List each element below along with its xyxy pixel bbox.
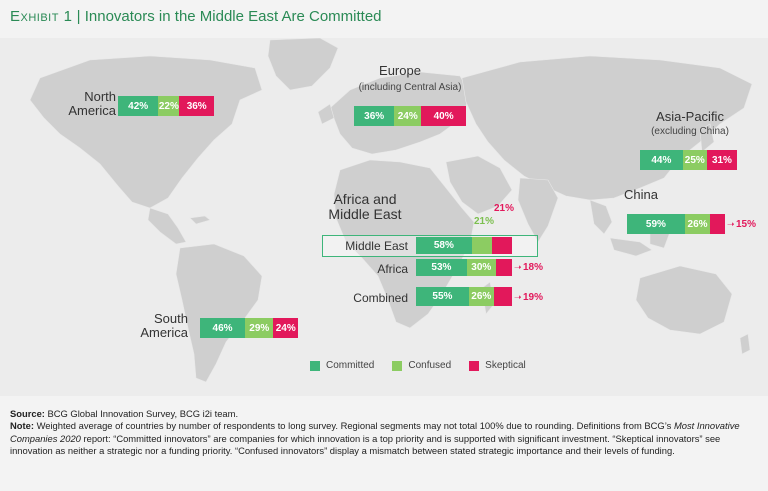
legend-committed-swatch <box>310 360 320 371</box>
china-confused: 26% <box>684 214 711 234</box>
china-skeptical <box>710 214 725 234</box>
definitions-post: report: “Committed innovators” are compa… <box>10 432 721 457</box>
middle-east-skeptical <box>491 237 512 254</box>
africa-confused: 30% <box>466 259 496 276</box>
south-america-label-line2: America <box>140 325 188 341</box>
middle-east-confused <box>471 237 492 254</box>
china-committed: 59% <box>627 214 685 234</box>
south-america-label: South America <box>128 311 188 341</box>
europe-committed: 36% <box>354 106 395 126</box>
africa-middle-east-label-line2: Middle East <box>328 206 402 223</box>
china-skeptical-arrow: ➝ <box>727 219 735 229</box>
legend-committed: Committed <box>310 360 374 371</box>
combined-skeptical <box>493 287 512 306</box>
combined-skeptical-callout: 19% <box>523 292 544 303</box>
middle-east-row-label: Middle East <box>345 239 408 253</box>
note-line: Note: Weighted average of countries by n… <box>10 420 758 457</box>
definitions-report: Most Innovative Companies 2020 <box>10 420 740 444</box>
north-america-label: North America <box>56 89 116 119</box>
legend-skeptical-swatch <box>469 360 480 371</box>
china-bar: 59% 26% <box>627 214 725 234</box>
exhibit-number: Exhibit 1 <box>10 8 73 25</box>
legend-committed-label: Committed <box>326 360 375 371</box>
china-skeptical-callout: 15% <box>736 219 757 230</box>
south-america-skeptical: 24% <box>273 318 298 338</box>
asia-pacific-sublabel: (excluding China) <box>651 126 729 137</box>
north-america-label-line2: America <box>68 103 116 119</box>
legend-skeptical: Skeptical <box>469 360 526 371</box>
north-america-bar: 42% 22% 36% <box>118 96 214 116</box>
africa-bar: 53% 30% <box>416 259 512 276</box>
world-map <box>29 38 753 383</box>
north-america-skeptical: 36% <box>179 96 214 116</box>
combined-row-label: Combined <box>353 291 408 305</box>
legend-confused-label: Confused <box>408 360 452 371</box>
africa-skeptical <box>495 259 512 276</box>
asia-pacific-skeptical: 31% <box>706 150 737 170</box>
source-label: Source: <box>10 408 45 419</box>
middle-east-skeptical-callout: 21% <box>494 203 515 214</box>
africa-skeptical-arrow: ➝ <box>514 262 522 272</box>
middle-east-committed: 58% <box>416 237 472 254</box>
combined-committed: 55% <box>416 287 469 306</box>
north-america-committed: 42% <box>118 96 159 116</box>
europe-confused: 24% <box>394 106 422 126</box>
legend: Committed Confused Skeptical <box>310 360 526 371</box>
footer-notes: Source: BCG Global Innovation Survey, BC… <box>10 408 758 458</box>
combined-bar: 55% 26% <box>416 287 512 306</box>
title-text: Innovators in the Middle East Are Commit… <box>84 8 382 25</box>
asia-pacific-label: Asia-Pacific <box>656 109 724 124</box>
europe-bar: 36% 24% 40% <box>354 106 466 126</box>
note-text: Weighted average of countries by number … <box>36 420 575 432</box>
europe-label: Europe <box>379 63 421 78</box>
asia-pacific-committed: 44% <box>640 150 683 170</box>
legend-skeptical-label: Skeptical <box>485 360 526 371</box>
china-label: China <box>624 187 658 202</box>
asia-pacific-bar: 44% 25% 31% <box>640 150 737 170</box>
middle-east-bar: 58% <box>416 237 512 254</box>
south-america-committed: 46% <box>200 318 246 338</box>
south-america-label-line1: South <box>154 311 188 326</box>
exhibit-title: Exhibit 1 | Innovators in the Middle Eas… <box>10 8 382 25</box>
north-america-confused: 22% <box>158 96 180 116</box>
south-america-bar: 46% 29% 24% <box>200 318 298 338</box>
legend-confused-swatch <box>392 360 403 371</box>
africa-row-label: Africa <box>377 262 408 276</box>
definitions-pre: Definitions from BCG’s <box>576 420 674 432</box>
north-america-label-line1: North <box>84 89 116 104</box>
source-text: BCG Global Innovation Survey, BCG i2i te… <box>47 408 239 419</box>
source-line: Source: BCG Global Innovation Survey, BC… <box>10 408 758 420</box>
note-label: Note: <box>10 420 34 432</box>
combined-confused: 26% <box>468 287 494 306</box>
asia-pacific-confused: 25% <box>682 150 707 170</box>
combined-skeptical-arrow: ➝ <box>514 292 522 302</box>
middle-east-confused-callout: 21% <box>474 216 495 227</box>
africa-middle-east-label: Africa and Middle East <box>320 191 410 223</box>
europe-skeptical: 40% <box>421 106 466 126</box>
south-america-confused: 29% <box>245 318 274 338</box>
title-separator: | <box>76 8 81 25</box>
africa-committed: 53% <box>416 259 467 276</box>
legend-confused: Confused <box>392 360 451 371</box>
africa-skeptical-callout: 18% <box>523 262 544 273</box>
africa-middle-east-label-line1: Africa and <box>333 191 397 207</box>
europe-sublabel: (including Central Asia) <box>358 82 462 93</box>
